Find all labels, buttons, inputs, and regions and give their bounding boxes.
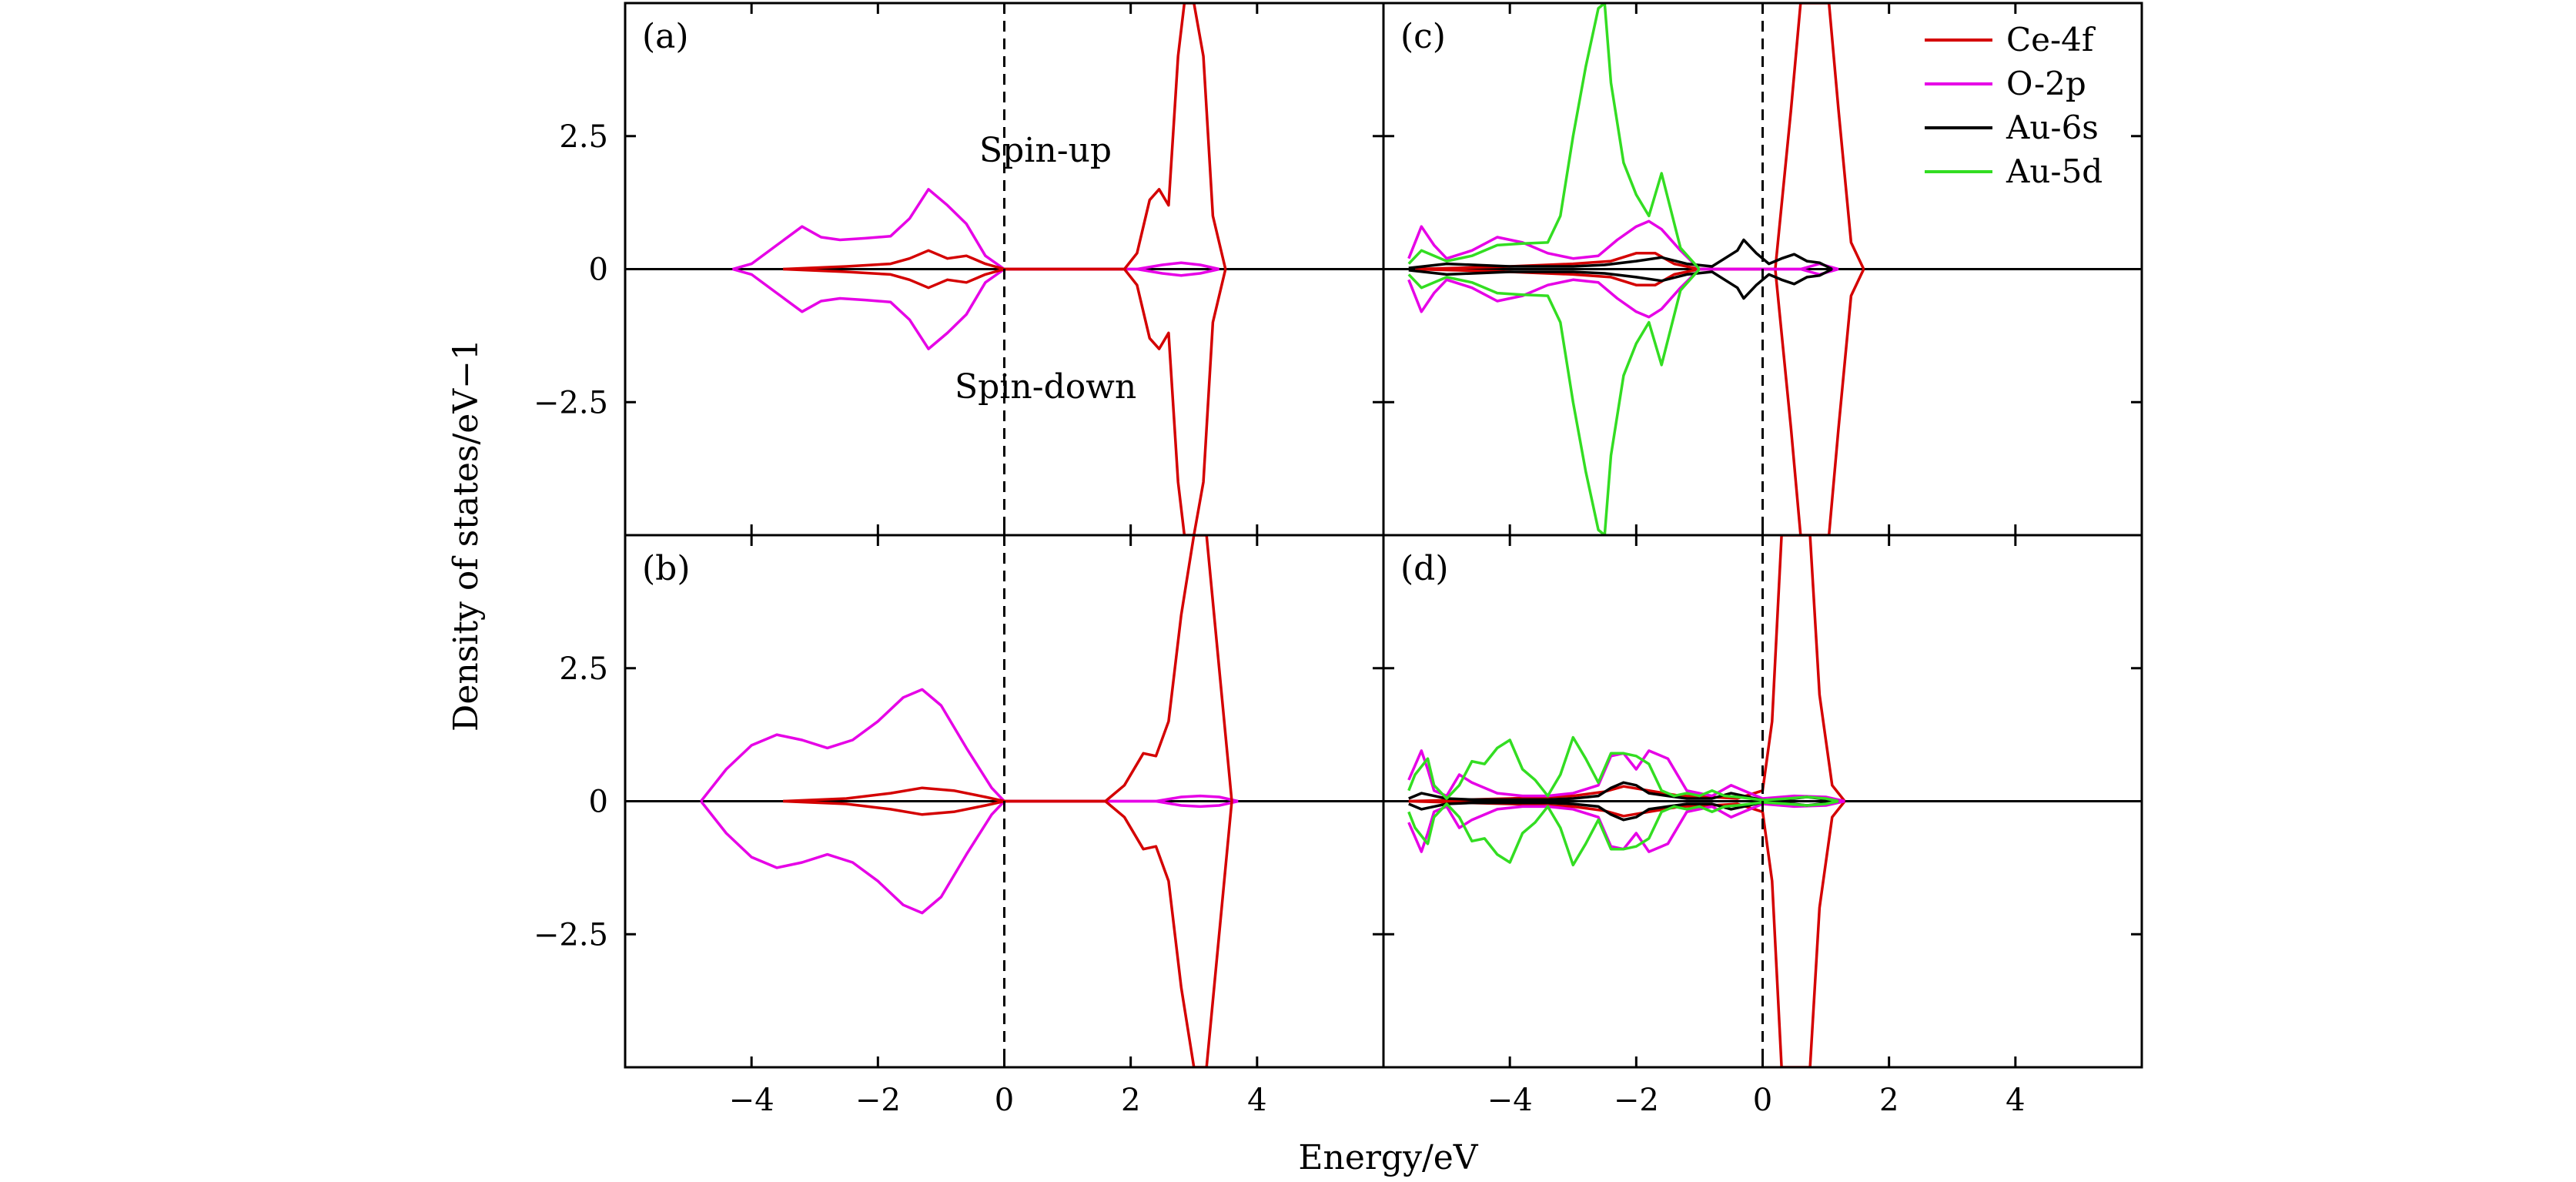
panel-label: (d)	[1400, 549, 1449, 588]
legend: Ce-4f O-2p Au-6s Au-5d	[1925, 21, 2103, 190]
legend-label: Au-6s	[2006, 109, 2099, 146]
x-tick-label: 0	[995, 1083, 1014, 1118]
series-Au-5d-spin-up	[1407, 3, 1701, 270]
series-Ce-4f-spin-down	[1414, 267, 1865, 535]
panel-label: (a)	[642, 17, 689, 56]
y-tick-label: 0	[589, 253, 608, 288]
series-Ce-4f-spin-down	[783, 799, 1233, 1067]
y-tick-label: 0	[589, 785, 608, 820]
legend-label: Ce-4f	[2006, 21, 2096, 59]
x-tick-label: −4	[729, 1083, 774, 1118]
y-tick-label: −2.5	[534, 917, 608, 953]
x-tick-label: −4	[1487, 1083, 1533, 1118]
series-O-2p-spin-up	[732, 188, 1219, 271]
legend-item-Ce-4f: Ce-4f	[1925, 21, 2096, 59]
x-axis-title: Energy/eV	[1298, 1138, 1478, 1177]
y-tick-label: 2.5	[559, 119, 608, 155]
x-tick-label: 2	[1121, 1083, 1140, 1118]
legend-label: Au-5d	[2006, 152, 2103, 190]
series-Ce-4f-spin-up	[783, 3, 1227, 271]
y-tick-label: −2.5	[534, 385, 608, 420]
x-tick-label: 4	[2006, 1083, 2025, 1118]
series-Au-5d-spin-up	[1407, 735, 1839, 803]
x-tick-label: 2	[1879, 1083, 1899, 1118]
x-tick-label: 4	[1247, 1083, 1266, 1118]
panel-c: (c)	[1382, 2, 2143, 537]
series-O-2p-spin-down	[1407, 799, 1845, 853]
panel-a: 2.5 0 −2.5 (a) Spin-up Spin-down	[534, 2, 1385, 537]
series-O-2p-spin-up	[700, 688, 1239, 803]
x-tick-label: −2	[1614, 1083, 1659, 1118]
legend-item-Au-5d: Au-5d	[1925, 152, 2103, 190]
series-O-2p-spin-down	[700, 799, 1239, 915]
x-tick-label: −2	[855, 1083, 901, 1118]
series-Au-5d-spin-down	[1407, 268, 1701, 535]
x-tick-label: 0	[1753, 1083, 1772, 1118]
series-Ce-4f-spin-up	[783, 535, 1233, 803]
legend-item-O-2p: O-2p	[1925, 65, 2086, 102]
legend-label: O-2p	[2006, 65, 2086, 102]
series-Ce-4f-spin-up	[1414, 3, 1865, 271]
series-Ce-4f-spin-down	[783, 267, 1227, 535]
series-Au-6s-spin-up	[1408, 238, 1833, 271]
legend-item-Au-6s: Au-6s	[1925, 109, 2099, 146]
spin-up-annotation: Spin-up	[979, 131, 1112, 170]
series-O-2p-spin-down	[732, 267, 1219, 350]
panel-b: 2.5 0 −2.5 −4 −2 0 2 4 (b)	[534, 534, 1385, 1118]
series-Au-5d-spin-down	[1407, 799, 1839, 867]
y-axis-title: Density of states/eV−1	[447, 339, 486, 732]
panel-d: −4 −2 0 2 4 (d)	[1382, 534, 2143, 1118]
series-O-2p-spin-up	[1407, 749, 1845, 803]
spin-down-annotation: Spin-down	[955, 367, 1136, 407]
y-tick-label: 2.5	[559, 651, 608, 687]
panel-label: (c)	[1400, 17, 1446, 56]
series-Au-6s-spin-down	[1408, 267, 1833, 300]
panel-label: (b)	[642, 549, 691, 588]
